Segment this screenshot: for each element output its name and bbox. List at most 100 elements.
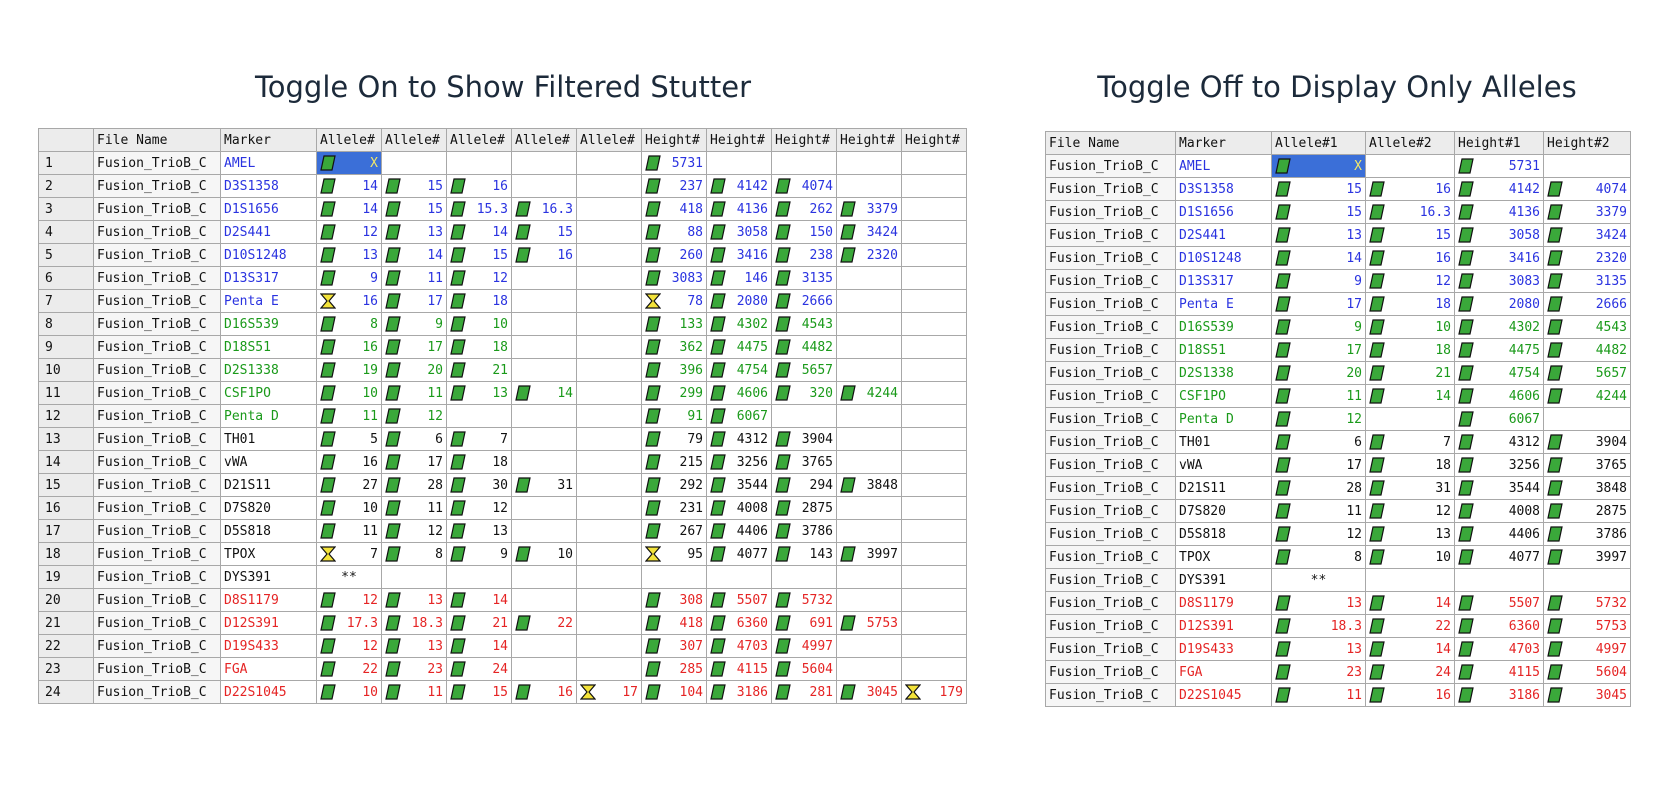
allele-cell[interactable]: 9 [446,542,512,566]
height-cell[interactable]: 5732 [1543,591,1631,615]
allele-cell[interactable]: 15 [1271,177,1366,201]
allele-cell[interactable]: 11 [1271,683,1366,707]
allele-cell[interactable]: 10 [1365,545,1455,569]
height-cell[interactable]: 4077 [706,542,772,566]
marker-cell[interactable]: D22S1045 [220,680,317,704]
height-cell[interactable]: 104 [641,680,707,704]
height-cell[interactable] [836,358,902,382]
height-cell[interactable] [836,427,902,451]
height-cell[interactable]: 4302 [706,312,772,336]
marker-cell[interactable]: DYS391 [1175,568,1272,592]
marker-cell[interactable]: D8S1179 [220,588,317,612]
table-row[interactable]: 13 Fusion_TrioB_C TH01 5 6 7 79 4312 3904 [38,427,967,451]
allele-cell[interactable]: 15 [1365,223,1455,247]
height-cell[interactable] [771,565,837,589]
allele-cell[interactable] [381,151,447,175]
height-cell[interactable] [901,473,967,497]
table-row[interactable]: 19 Fusion_TrioB_C DYS391 ** [38,565,967,589]
height-cell[interactable]: 4754 [1454,361,1544,385]
height-cell[interactable]: 2320 [836,243,902,267]
height-cell[interactable]: 4406 [706,519,772,543]
allele-cell[interactable]: 16 [446,174,512,198]
allele-cell[interactable]: 16 [1365,246,1455,270]
height-cell[interactable]: 3045 [1543,683,1631,707]
allele-cell[interactable]: 11 [381,381,447,405]
height-cell[interactable]: 6067 [1454,407,1544,431]
height-cell[interactable] [706,565,772,589]
allele-cell[interactable]: 17 [1271,292,1366,316]
height-cell[interactable]: 3186 [1454,683,1544,707]
column-header[interactable]: Allele# [576,128,642,152]
table-row[interactable]: 20 Fusion_TrioB_C D8S1179 12 13 14 308 5507 5732 [38,588,967,612]
height-cell[interactable]: 3544 [1454,476,1544,500]
allele-cell[interactable]: 27 [316,473,382,497]
allele-cell[interactable]: 22 [316,657,382,681]
file-name-cell[interactable]: Fusion_TrioB_C [1045,568,1176,592]
allele-cell[interactable]: 17 [381,289,447,313]
height-cell[interactable]: 4008 [1454,499,1544,523]
allele-cell[interactable] [511,266,577,290]
allele-cell[interactable]: 24 [1365,660,1455,684]
allele-cell[interactable]: 15 [446,680,512,704]
height-cell[interactable] [901,151,967,175]
table-row[interactable]: 3 Fusion_TrioB_C D1S1656 14 15 15.3 16.3 418 413… [38,197,967,221]
allele-cell[interactable]: 18.3 [381,611,447,635]
allele-cell[interactable]: 31 [511,473,577,497]
height-cell[interactable]: 91 [641,404,707,428]
height-cell[interactable]: 3848 [836,473,902,497]
table-row[interactable]: Fusion_TrioB_C DYS391 ** [1045,568,1631,592]
row-number[interactable]: 16 [38,496,94,520]
allele-cell[interactable]: 13 [1271,223,1366,247]
height-cell[interactable]: 95 [641,542,707,566]
allele-cell[interactable] [576,335,642,359]
allele-cell[interactable]: 18 [446,335,512,359]
allele-cell[interactable]: 11 [381,266,447,290]
row-number[interactable]: 24 [38,680,94,704]
allele-cell[interactable] [511,404,577,428]
file-name-cell[interactable]: Fusion_TrioB_C [1045,683,1176,707]
marker-cell[interactable]: TH01 [1175,430,1272,454]
height-cell[interactable]: 4115 [706,657,772,681]
allele-cell[interactable] [576,312,642,336]
allele-cell[interactable] [1365,154,1455,178]
height-cell[interactable] [836,496,902,520]
table-row[interactable]: 7 Fusion_TrioB_C Penta E 16 17 18 78 2080 2666 [38,289,967,313]
marker-cell[interactable]: D7S820 [1175,499,1272,523]
height-cell[interactable]: 418 [641,611,707,635]
allele-cell[interactable]: 17 [1271,338,1366,362]
height-cell[interactable] [901,335,967,359]
allele-cell[interactable]: 21 [446,611,512,635]
height-cell[interactable]: 3058 [1454,223,1544,247]
height-cell[interactable] [901,197,967,221]
height-cell[interactable]: 294 [771,473,837,497]
height-cell[interactable]: 4997 [771,634,837,658]
table-row[interactable]: 4 Fusion_TrioB_C D2S441 12 13 14 15 88 3058 150 34… [38,220,967,244]
table-row[interactable]: Fusion_TrioB_C D22S1045 11 16 3186 3045 [1045,683,1631,707]
height-cell[interactable] [771,151,837,175]
height-cell[interactable]: 307 [641,634,707,658]
marker-cell[interactable]: D18S51 [1175,338,1272,362]
height-cell[interactable]: 4302 [1454,315,1544,339]
allele-cell[interactable]: 12 [316,220,382,244]
height-cell[interactable]: 4142 [706,174,772,198]
height-cell[interactable]: 150 [771,220,837,244]
allele-cell[interactable] [446,404,512,428]
file-name-cell[interactable]: Fusion_TrioB_C [1045,614,1176,638]
allele-cell[interactable]: 18 [446,289,512,313]
table-row[interactable]: 18 Fusion_TrioB_C TPOX 7 8 9 10 95 4077 143 3997 [38,542,967,566]
allele-cell[interactable]: 17 [576,680,642,704]
file-name-cell[interactable]: Fusion_TrioB_C [1045,476,1176,500]
height-cell[interactable] [836,450,902,474]
allele-cell[interactable]: 18 [1365,453,1455,477]
file-name-cell[interactable]: Fusion_TrioB_C [93,220,221,244]
height-cell[interactable] [836,335,902,359]
file-name-cell[interactable]: Fusion_TrioB_C [93,404,221,428]
allele-cell[interactable]: 12 [316,634,382,658]
height-cell[interactable] [901,220,967,244]
height-cell[interactable]: 5604 [1543,660,1631,684]
allele-cell[interactable]: 16 [511,243,577,267]
allele-cell[interactable] [576,565,642,589]
height-cell[interactable]: 4115 [1454,660,1544,684]
height-cell[interactable]: 4244 [836,381,902,405]
height-cell[interactable]: 4754 [706,358,772,382]
